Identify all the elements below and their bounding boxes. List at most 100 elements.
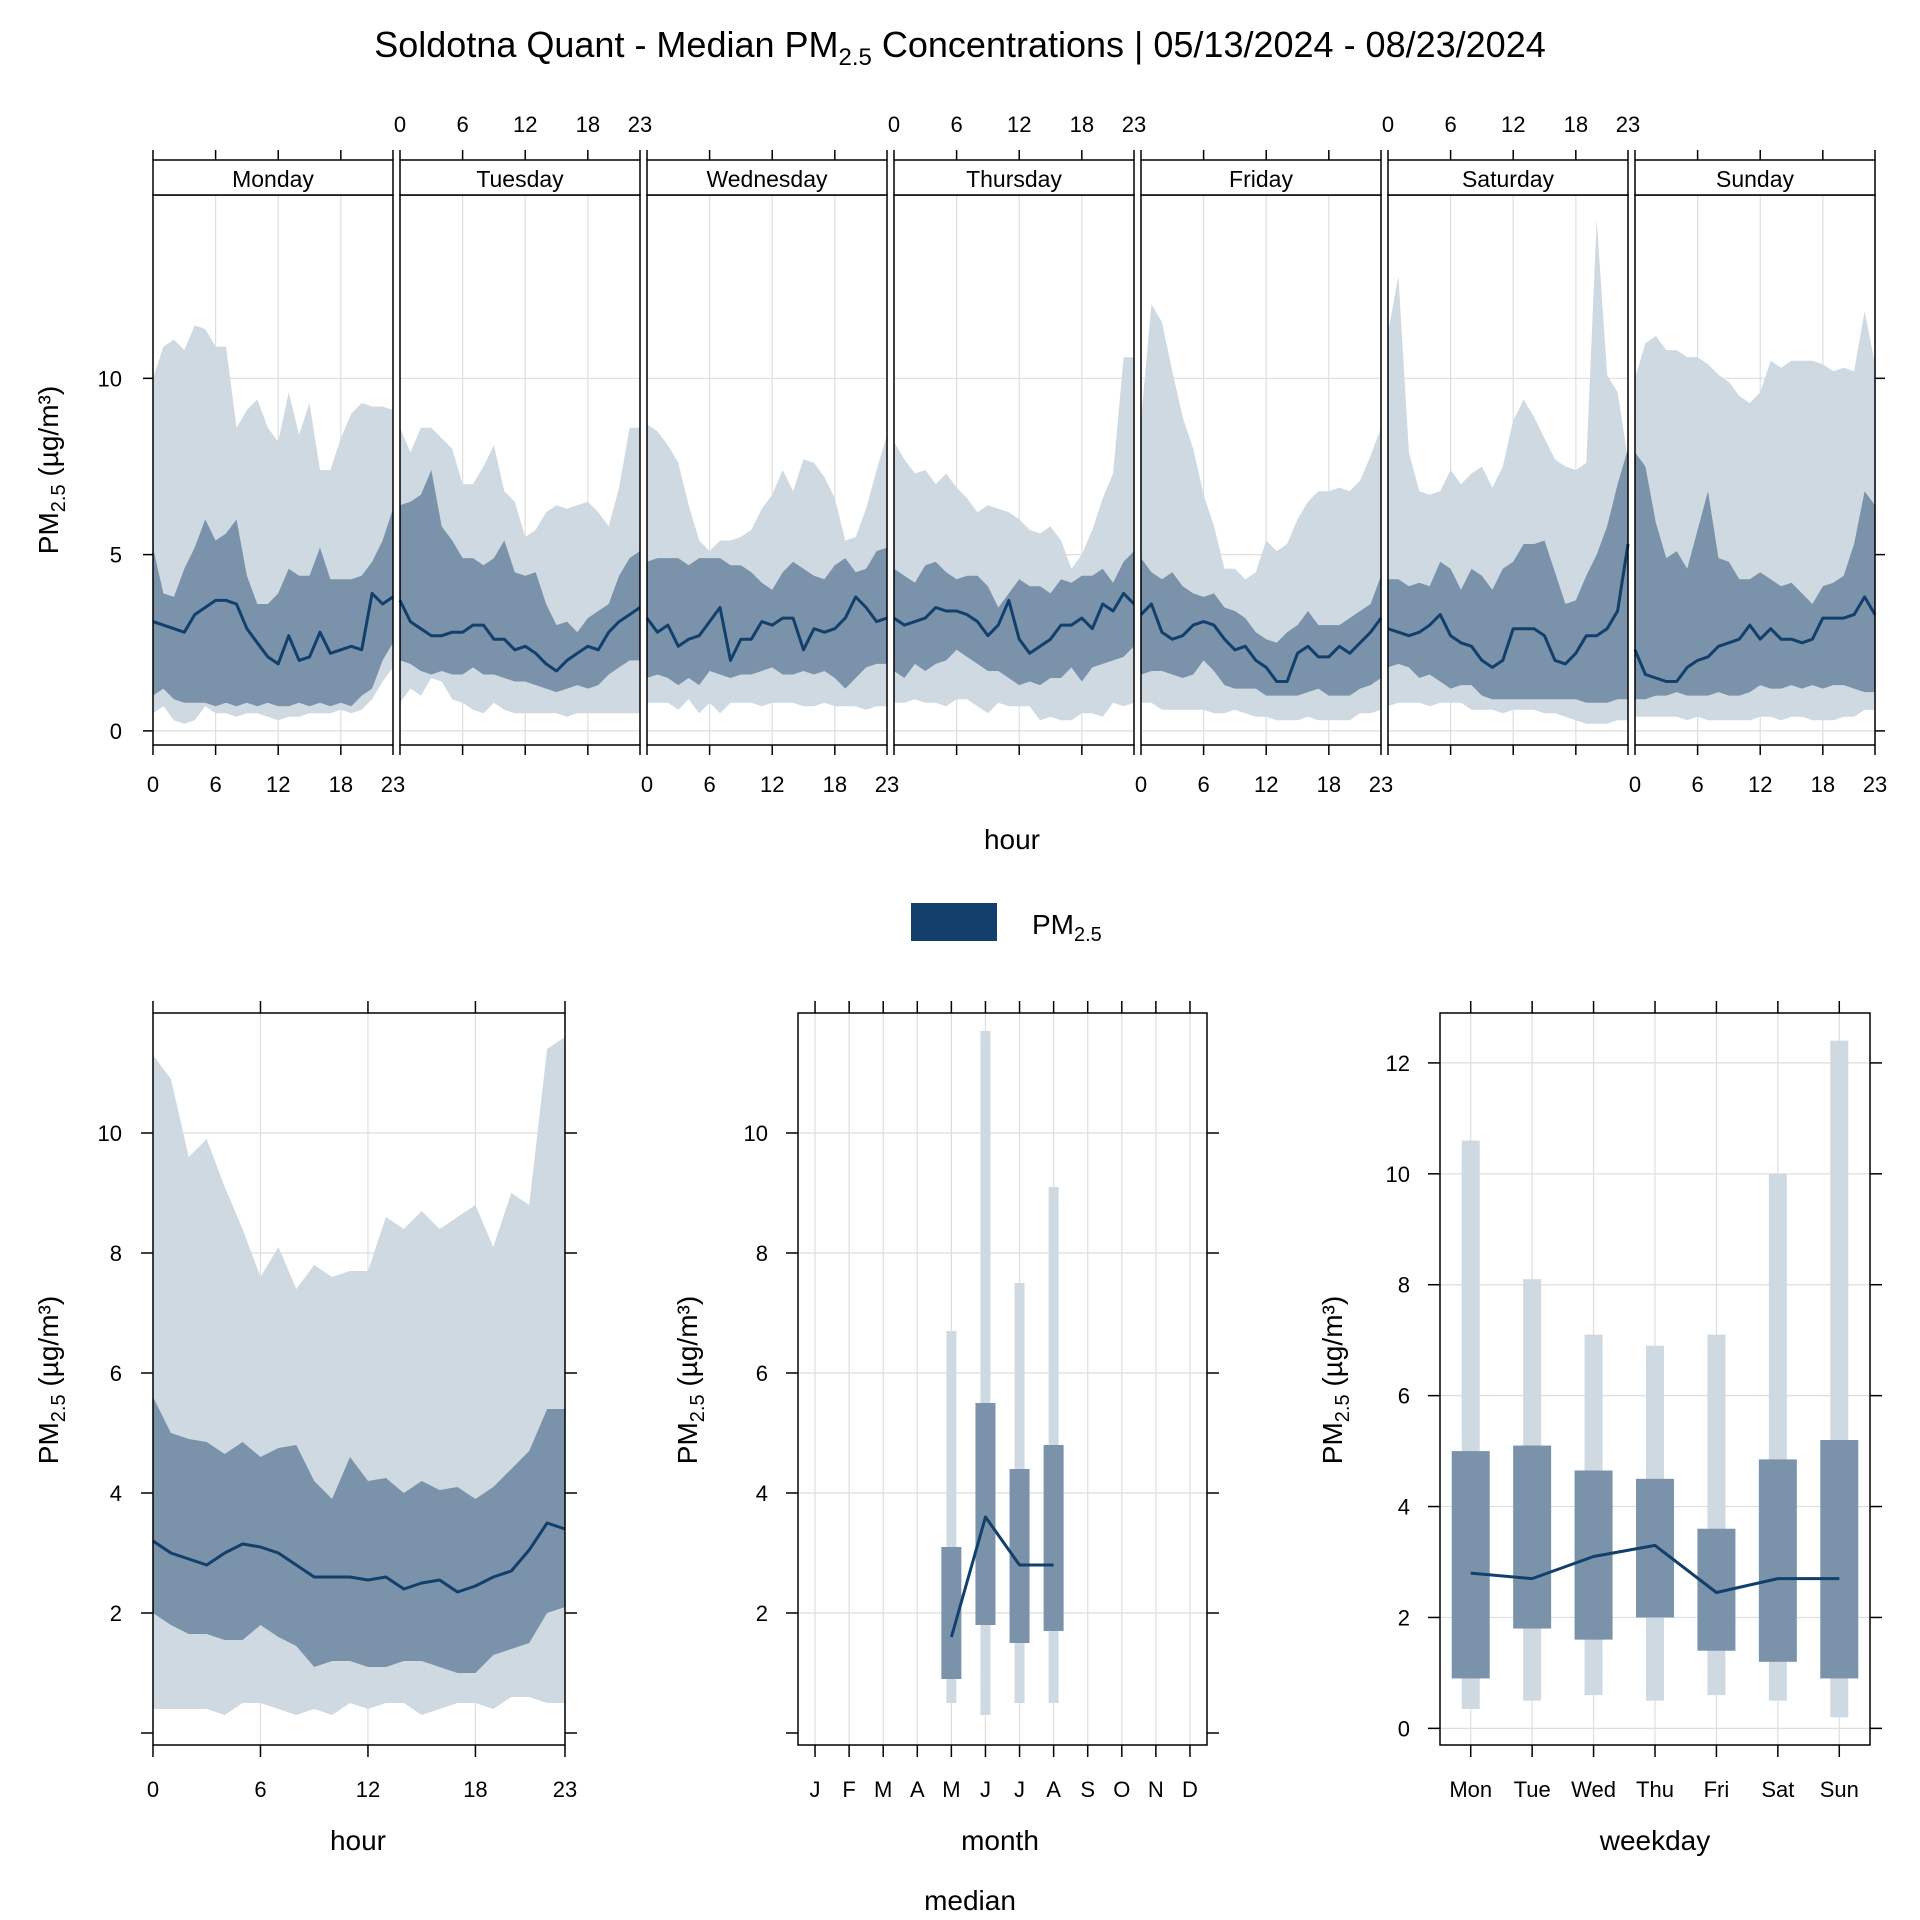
x-tick-label: J: [810, 1777, 821, 1802]
x-tick-label: 0: [1629, 772, 1641, 797]
legend: PM2.5: [911, 903, 1102, 946]
x-tick-label: J: [980, 1777, 991, 1802]
chart-title-subscript: 2.5: [839, 44, 872, 71]
top-x-axis-title: hour: [984, 824, 1040, 855]
range-bar-q25-q75: [1758, 1459, 1797, 1662]
range-bar-q25-q75: [1820, 1440, 1859, 1679]
band-q25-q75: [153, 1397, 565, 1673]
hour-panel-frame: [152, 1012, 566, 1746]
strip-header: [1140, 159, 1382, 196]
y-tick-label: 10: [98, 1121, 122, 1146]
y-tick-label: 6: [1398, 1384, 1410, 1409]
x-tick-label: Sat: [1761, 1777, 1794, 1802]
strip-label: Sunday: [1716, 166, 1795, 192]
y-tick-label: 10: [744, 1121, 768, 1146]
strip-label: Tuesday: [476, 166, 564, 192]
y-tick-label: 8: [756, 1241, 768, 1266]
y-tick-label: 10: [98, 366, 122, 391]
y-tick-label: 4: [756, 1481, 768, 1506]
strip-label: Wednesday: [706, 166, 828, 192]
strip-header: [399, 159, 641, 196]
strip-header: [152, 159, 394, 196]
x-tick-label: 12: [1007, 112, 1031, 137]
x-tick-label: 18: [823, 772, 847, 797]
x-tick-label: Fri: [1704, 1777, 1730, 1802]
x-tick-label: 0: [641, 772, 653, 797]
y-tick-label: 5: [110, 543, 122, 568]
x-tick-label: A: [1046, 1777, 1061, 1802]
median-line: [1139, 602, 1383, 683]
y-tick-label: 6: [756, 1361, 768, 1386]
median-line: [645, 595, 888, 662]
median-line: [152, 591, 394, 666]
x-tick-label: N: [1148, 1777, 1164, 1802]
weekday-x-axis-title: weekday: [1599, 1825, 1711, 1856]
x-tick-label: 6: [1444, 112, 1456, 137]
x-tick-label: A: [910, 1777, 925, 1802]
legend-label: PM2.5: [1032, 909, 1102, 946]
median-line: [949, 1515, 1054, 1638]
legend-swatch: [911, 903, 997, 941]
x-tick-label: 0: [1382, 112, 1394, 137]
x-tick-label: 6: [209, 772, 221, 797]
x-tick-label: 12: [266, 772, 290, 797]
footer-label: median: [924, 1885, 1016, 1916]
hour-x-axis-title: hour: [330, 1825, 386, 1856]
band-q25-q75: [1141, 558, 1381, 696]
x-tick-label: 6: [1691, 772, 1703, 797]
x-tick-label: Mon: [1449, 1777, 1492, 1802]
x-tick-label: 0: [1135, 772, 1147, 797]
strip-header: [893, 159, 1135, 196]
median-line: [1387, 543, 1630, 669]
y-tick-label: 0: [110, 719, 122, 744]
strip-label: Friday: [1229, 166, 1293, 192]
range-bar-q25-q75: [941, 1547, 962, 1679]
median-line: [893, 591, 1136, 655]
strip-label: Thursday: [966, 166, 1062, 192]
y-tick-label: 0: [1398, 1716, 1410, 1741]
median-line: [1470, 1543, 1840, 1594]
x-tick-label: D: [1182, 1777, 1198, 1802]
y-tick-label: 12: [1386, 1051, 1410, 1076]
range-bar-q25-q75: [975, 1403, 996, 1625]
x-tick-label: Thu: [1636, 1777, 1674, 1802]
y-tick-label: 10: [1386, 1162, 1410, 1187]
y-tick-label: 8: [110, 1241, 122, 1266]
strip-label: Saturday: [1462, 166, 1555, 192]
x-tick-label: 12: [1501, 112, 1525, 137]
x-tick-label: F: [842, 1777, 855, 1802]
x-tick-label: 6: [703, 772, 715, 797]
x-tick-label: 12: [1254, 772, 1278, 797]
x-tick-label: 12: [1748, 772, 1772, 797]
y-tick-label: 2: [110, 1601, 122, 1626]
x-tick-label: J: [1014, 1777, 1025, 1802]
x-tick-label: 6: [1197, 772, 1209, 797]
x-tick-label: 0: [147, 772, 159, 797]
x-tick-label: 18: [1811, 772, 1835, 797]
range-bar-p05-p95: [946, 1331, 957, 1703]
x-tick-label: 18: [329, 772, 353, 797]
x-tick-label: 23: [381, 772, 405, 797]
band-q25-q75: [1635, 452, 1875, 700]
x-tick-label: 6: [950, 112, 962, 137]
legend-label-subscript: 2.5: [1074, 924, 1102, 946]
y-axis-title: PM2.5 (µg/m³): [1317, 1296, 1354, 1464]
median-line: [1633, 595, 1877, 683]
x-tick-label: O: [1113, 1777, 1130, 1802]
range-bar-q25-q75: [1513, 1445, 1552, 1629]
x-tick-label: 23: [1122, 112, 1146, 137]
y-tick-label: 2: [1398, 1605, 1410, 1630]
x-tick-label: 6: [456, 112, 468, 137]
x-tick-label: 23: [1863, 772, 1887, 797]
x-tick-label: 18: [1564, 112, 1588, 137]
x-tick-label: Wed: [1571, 1777, 1616, 1802]
chart-title: Soldotna Quant - Median PM2.5 Concentrat…: [374, 24, 1545, 71]
range-bar-q25-q75: [1451, 1451, 1490, 1679]
y-axis-title: PM2.5 (µg/m³): [33, 386, 70, 554]
x-tick-label: 23: [1369, 772, 1393, 797]
x-tick-label: Sun: [1820, 1777, 1859, 1802]
month-panel-frame: [797, 1012, 1208, 1746]
y-axis-title: PM2.5 (µg/m³): [33, 1296, 70, 1464]
x-tick-label: 18: [1317, 772, 1341, 797]
